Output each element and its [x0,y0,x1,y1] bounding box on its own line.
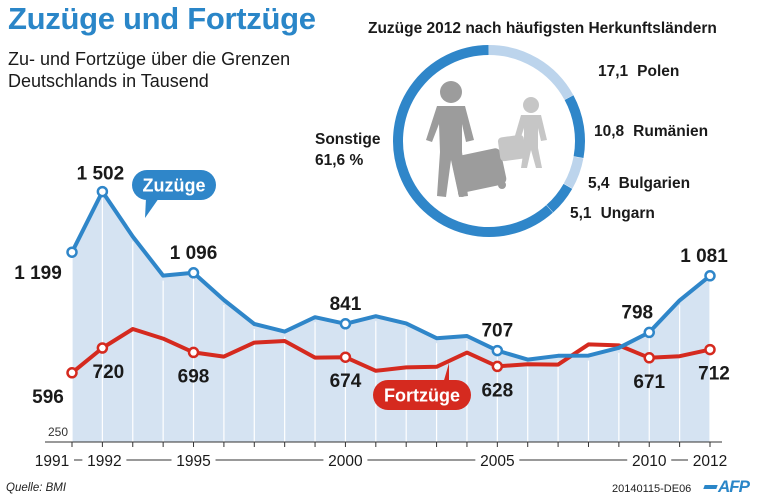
donut-country: Ungarn [601,205,655,222]
zuzuege-value-label: 1 096 [170,243,218,264]
x-tick-label: 2012 [693,453,727,470]
x-tick-label: 1995 [176,453,210,470]
donut-country: Rumänien [633,123,708,140]
donut-value: 10,8 [594,123,625,140]
fortzuege-callout: Fortzüge [373,363,471,410]
x-tick-label: 2005 [480,453,514,470]
fortzuege-marker [96,342,109,354]
zuzuege-value-label: 798 [621,302,653,323]
donut-value: 17,1 [598,63,629,80]
donut-label-rumänien: 10,8 Rumänien [594,123,708,140]
donut-label-ungarn: 5,1 Ungarn [570,205,655,222]
graphic-code: 20140115-DE06 [612,483,692,495]
donut-label-sonstige: Sonstige [315,131,381,148]
travelers-illustration [426,81,547,197]
subtitle-line-2: Deutschlands in Tausend [8,71,209,91]
zuzuege-line [70,189,712,362]
series-markers [66,185,716,379]
zuzuege-marker [643,326,655,339]
donut-slice-bulgarien [563,156,584,189]
year-gridlines [71,196,711,442]
fortzuege-callout-label: Fortzüge [384,386,460,406]
zuzuege-callout-label: Zuzüge [143,176,206,196]
x-tick-label: 2000 [328,453,363,470]
zuzuege-value-label: 1 199 [14,263,62,284]
zuzuege-callout-bubble [132,170,216,200]
donut-value: 5,1 [570,205,592,222]
fortzuege-line [70,327,712,375]
x-tick-label: 1992 [87,453,121,470]
donut-slice-rumänien [564,95,585,159]
subtitle-line-1: Zu- und Fortzüge über die Grenzen [8,49,291,69]
donut-label-polen: 17,1 Polen [598,63,679,80]
chart-subtitle: Zu- und Fortzüge über die Grenzen Deutsc… [8,48,290,92]
zuzuege-value-label: 841 [330,294,362,315]
donut-country: Bulgarien [619,175,690,192]
series-callouts: Zuzüge Fortzüge [132,170,471,410]
donut-country: Polen [637,63,679,80]
donut-title: Zuzüge 2012 nach häufigsten Herkunftslän… [368,20,717,37]
zuzuege-value-label: 707 [481,321,513,342]
zuzuege-area [72,191,710,442]
fortzuege-marker [339,351,352,363]
zuzuege-marker [491,344,504,357]
series-lines [70,189,712,375]
donut-label-bulgarien: 5,4 Bulgarien [588,175,690,192]
fortzuege-value-label: 596 [32,387,64,408]
zuzuege-marker [66,246,78,258]
fortzuege-value-label: 712 [698,364,730,385]
afp-logo-bar [703,485,718,489]
zuzuege-area-fill [72,191,710,442]
fortzuege-callout-pointer [436,363,449,408]
chart-title: Zuzüge und Fortzüge [8,1,316,36]
fortzuege-value-label: 671 [633,372,665,393]
fortzuege-marker [643,352,655,364]
zuzuege-value-label: 1 502 [77,164,125,185]
data-labels: 1 199 1 502 1 096 841 707 798 1 081 596 720 698 67… [14,164,730,408]
source-note: Quelle: BMI [6,482,67,494]
donut-chart [393,45,585,237]
donut-slice-polen [488,45,574,100]
zuzuege-marker [339,318,352,330]
donut-value: 5,4 [588,175,610,192]
donut-slice-sonstige [393,45,553,237]
x-axis: 250 1991 1992 1995 2000 2005 2010 2012 [35,425,727,470]
afp-logo: AFP [718,477,750,496]
fortzuege-value-label: 720 [93,362,125,383]
zuzuege-callout: Zuzüge [132,170,216,218]
fortzuege-marker [704,343,716,356]
traveler-large-icon [426,81,507,197]
y-axis-base-label: 250 [48,425,68,439]
fortzuege-value-label: 628 [481,380,513,401]
fortzuege-marker [491,360,504,373]
traveler-small-icon [497,97,547,168]
zuzuege-marker [187,267,200,279]
donut-labels: 17,1 Polen 10,8 Rumänien 5,4 Bulgarien 5,1 Unga… [315,63,708,222]
fortzuege-value-label: 698 [178,366,210,387]
zuzuege-marker [704,270,716,282]
fortzuege-marker [187,346,200,359]
x-tick-label: 1991 [35,453,69,470]
zuzuege-marker [96,185,109,198]
x-tick-label: 2010 [632,453,667,470]
fortzuege-marker [66,367,78,379]
fortzuege-value-label: 674 [330,371,362,392]
zuzuege-callout-pointer [145,198,159,218]
donut-slice-ungarn [546,183,573,213]
zuzuege-value-label: 1 081 [680,246,728,267]
donut-value-sonstige: 61,6 % [315,152,363,169]
